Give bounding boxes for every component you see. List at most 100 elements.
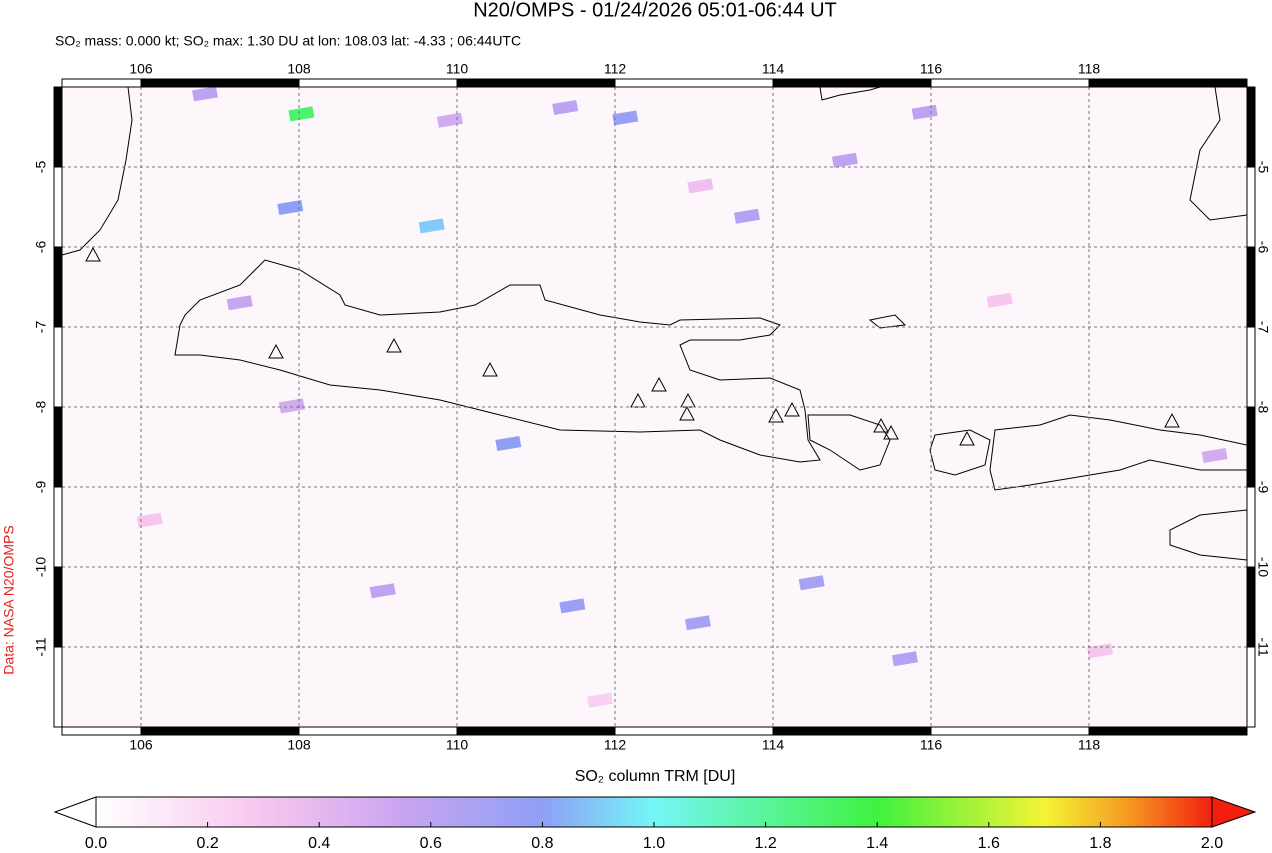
y-tick-label-right: -6 [1255, 241, 1271, 254]
y-tick-label-left: -9 [33, 481, 49, 494]
volcano [1164, 412, 1180, 428]
x-tick-label-bottom: 112 [604, 737, 627, 753]
frame-bar [1246, 86, 1256, 168]
subtitle: SO₂ mass: 0.000 kt; SO₂ max: 1.30 DU at … [55, 33, 521, 49]
map-area [62, 87, 1247, 727]
colorbar-tick-label: 1.4 [866, 835, 888, 852]
pixel-layer [136, 86, 1228, 708]
frame-bar [1246, 406, 1256, 488]
so2-pixel [436, 112, 463, 128]
so2-pixel [612, 110, 639, 126]
frame-bar [53, 486, 63, 568]
y-tick-label-left: -10 [33, 557, 49, 577]
volcano [679, 405, 695, 421]
y-tick-label-left: -6 [33, 241, 49, 254]
so2-pixel [191, 86, 218, 102]
volcano [784, 401, 800, 417]
so2-pixel [891, 651, 918, 667]
so2-pixel [495, 436, 522, 451]
frame-bar [930, 78, 1090, 88]
title: N20/OMPS - 01/24/2026 05:01-06:44 UT [473, 0, 837, 21]
frame-bar [1246, 246, 1256, 328]
map-frame [61, 86, 1248, 728]
frame-bar [53, 86, 63, 168]
so2-pixel [226, 295, 253, 311]
volcano [768, 407, 784, 423]
frame-bar [772, 78, 932, 88]
x-tick-label-top: 114 [762, 61, 785, 77]
colorbar-label: SO₂ column TRM [DU] [575, 768, 736, 785]
frame-bar [61, 78, 142, 88]
colorbar-tick-label: 0.2 [196, 835, 218, 852]
x-tick-label-bottom: 114 [762, 737, 785, 753]
colorbar-under [53, 796, 97, 828]
frame-bar [1088, 78, 1248, 88]
y-tick-label-right: -11 [1255, 637, 1271, 656]
frame-bar [456, 726, 616, 736]
so2-pixel [552, 100, 579, 115]
x-tick-label-top: 112 [604, 61, 627, 77]
y-tick-label-left: -8 [33, 401, 49, 414]
frame-bar [53, 406, 63, 488]
sulawesi [1189, 86, 1248, 221]
frame-bar [1246, 166, 1256, 248]
y-tick-label-right: -10 [1255, 557, 1271, 577]
x-tick-label-top: 108 [287, 61, 311, 77]
borneo [819, 86, 881, 101]
x-tick-label-bottom: 108 [287, 737, 311, 753]
colorbar-tick-label: 2.0 [1201, 835, 1223, 852]
so2-pixel [1201, 448, 1228, 463]
y-tick-label-right: -7 [1255, 321, 1271, 334]
so2-pixel [136, 512, 163, 528]
so2-pixel [586, 692, 613, 708]
x-tick-label-bottom: 110 [446, 737, 469, 753]
x-tick-label-bottom: 106 [129, 737, 153, 753]
frame-bar [53, 566, 63, 648]
bali [807, 414, 891, 471]
so2-pixel [277, 200, 304, 215]
frame-bar [140, 726, 300, 736]
kangean [868, 314, 907, 329]
colorbar-tick-label: 1.0 [643, 835, 665, 852]
so2-pixel [798, 575, 825, 591]
volcano [85, 246, 101, 262]
frame-bar [140, 78, 300, 88]
x-tick-label-top: 116 [920, 61, 943, 77]
so2-pixel [733, 208, 760, 224]
colorbar-tick-label: 0.0 [85, 835, 107, 852]
colorbar-tick-label: 0.6 [420, 835, 442, 852]
colorbar-tick-label: 0.4 [308, 835, 330, 852]
y-tick-label-left: -11 [33, 637, 49, 656]
so2-pixel [369, 583, 396, 599]
so2-pixel [278, 398, 305, 414]
y-tick-label-right: -5 [1255, 161, 1271, 174]
volcano [883, 424, 899, 440]
frame-bar [298, 726, 458, 736]
y-tick-label-left: -7 [33, 321, 49, 334]
volcanoes [85, 246, 1180, 446]
so2-pixel [687, 178, 714, 194]
so2-pixel [559, 598, 586, 614]
frame-bar [930, 726, 1090, 736]
frame-bar [1246, 566, 1256, 648]
colorbar-tick-label: 1.2 [754, 835, 776, 852]
colorbar-over [1211, 796, 1257, 828]
frame-bar [53, 326, 63, 408]
sumatra [61, 86, 133, 256]
colorbar-tick-label: 1.6 [978, 835, 1000, 852]
x-tick-label-top: 106 [129, 61, 153, 77]
so2-pixel [288, 106, 315, 122]
y-tick-label-left: -5 [33, 161, 49, 174]
frame-bar [614, 78, 774, 88]
y-tick-label-right: -9 [1255, 481, 1271, 494]
so2-pixel [831, 152, 858, 168]
frame-bar [53, 646, 63, 728]
so2-pixel [418, 218, 445, 234]
colorbar-tick-label: 1.8 [1089, 835, 1111, 852]
frame-bar [1088, 726, 1248, 736]
frame-bar [614, 726, 774, 736]
credit: Data: NASA N20/OMPS [1, 525, 17, 674]
colorbar-tick-label: 0.8 [531, 835, 553, 852]
volcano [651, 376, 667, 392]
